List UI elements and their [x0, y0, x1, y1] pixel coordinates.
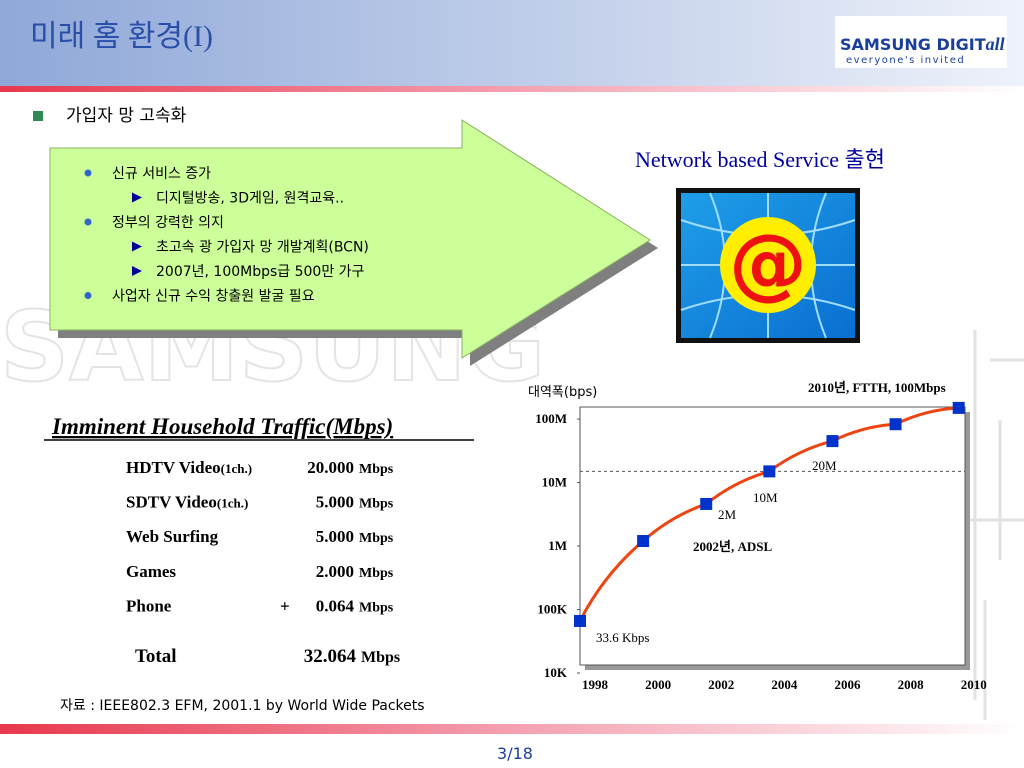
annotation: 10M: [753, 490, 778, 505]
bullet-text: 초고속 광 가입자 망 개발계획(BCN): [156, 240, 369, 256]
row-op: +: [280, 596, 290, 615]
bullet-text: 2007년, 100Mbps급 500만 가구: [156, 264, 365, 280]
data-point: [700, 497, 713, 510]
logo: SAMSUNG DIGITall: [840, 34, 1005, 54]
data-point: [826, 435, 839, 448]
row-unit: Mbps: [359, 600, 394, 615]
data-point: [889, 418, 902, 431]
arrow-box: [49, 119, 651, 359]
at-icon: @: [676, 188, 860, 343]
page-number: 3/18: [497, 744, 533, 763]
row-name: Web Surfing: [126, 527, 219, 546]
section: 가입자 망 고속화: [66, 106, 187, 126]
y-axis-label: 대역폭(bps): [528, 385, 597, 400]
row-value: 20.000: [307, 458, 354, 477]
header-line: [0, 86, 1024, 92]
row-unit: Mbps: [359, 566, 394, 581]
footer-band: [0, 724, 1024, 734]
row-unit: Mbps: [359, 531, 394, 546]
data-point: [574, 614, 586, 627]
x-tick-label: 2004: [771, 677, 798, 692]
y-tick-label: 10K: [544, 665, 568, 680]
annotation: 2M: [718, 507, 737, 522]
data-point: [952, 401, 965, 414]
row-unit: Mbps: [359, 497, 394, 512]
row-name: Games: [126, 562, 176, 581]
row-value: 5.000: [316, 527, 354, 546]
annotation: 33.6 Kbps: [596, 630, 649, 645]
row-name: HDTV Video(1ch.): [126, 458, 252, 477]
y-tick-label: 100M: [535, 411, 567, 426]
row-name: SDTV Video(1ch.): [126, 493, 248, 512]
title: 미래 홈 환경(I): [30, 20, 213, 53]
bullet-arrow: [132, 241, 142, 252]
row-note: (1ch.): [217, 496, 248, 511]
row-value: 2.000: [316, 562, 354, 581]
data-point: [637, 535, 650, 548]
annotation: 2010년, FTTH, 100Mbps: [808, 380, 946, 395]
row-value: 32.064: [304, 646, 357, 667]
data-point: [763, 465, 776, 478]
right-heading: Network based Service 출현: [635, 147, 885, 172]
bullet-text: 디지털방송, 3D게임, 원격교육..: [156, 191, 344, 207]
row-note: (1ch.): [221, 461, 252, 476]
bullet-text: 사업자 신규 수익 창출원 발굴 필요: [112, 289, 315, 305]
row-name-text: SDTV Video: [126, 493, 217, 512]
icon: @: [729, 219, 807, 309]
annotation: 20M: [812, 458, 837, 473]
y-tick-label: 10M: [542, 475, 567, 490]
bullet-arrow: [132, 192, 142, 203]
y-tick-label: 1M: [548, 538, 567, 553]
row-value: 0.064: [316, 596, 355, 615]
x-tick-label: 2002: [708, 677, 734, 692]
logo-tagline: everyone's invited: [846, 55, 965, 66]
circuit-decor: [965, 330, 1024, 720]
row-name-text: Phone: [126, 596, 172, 615]
y-tick-label: 100K: [537, 602, 568, 617]
row-name: Total: [135, 646, 177, 667]
bullet-dot: [84, 292, 92, 299]
bullet-dot: [84, 218, 92, 226]
section-bullet: [33, 111, 43, 121]
row-unit: Mbps: [361, 649, 400, 666]
x-tick-label: 1998: [582, 677, 609, 692]
x-tick-label: 2000: [645, 677, 671, 692]
row-name-text: HDTV Video: [126, 458, 221, 477]
annotation: 2002년, ADSL: [693, 539, 772, 554]
x-tick-label: 2006: [834, 677, 861, 692]
row-name-text: Games: [126, 562, 176, 581]
row-name-text: Total: [135, 646, 177, 667]
row-unit: Mbps: [359, 462, 394, 477]
row-name: Phone: [126, 596, 172, 615]
x-tick-label: 2008: [898, 677, 925, 692]
x-tick-label: 2010: [961, 677, 987, 692]
row-value: 5.000: [316, 493, 354, 512]
bullet-text: 신규 서비스 증가: [112, 166, 211, 182]
bullet-dot: [84, 169, 92, 177]
logo-box: [835, 16, 1007, 68]
row-name-text: Web Surfing: [126, 527, 219, 546]
traffic-title: Imminent Household Traffic(Mbps): [51, 414, 393, 439]
bullet-arrow: [132, 266, 142, 276]
bullet-text: 정부의 강력한 의지: [112, 215, 224, 231]
source: 자료 : IEEE802.3 EFM, 2001.1 by World Wide…: [60, 698, 425, 714]
